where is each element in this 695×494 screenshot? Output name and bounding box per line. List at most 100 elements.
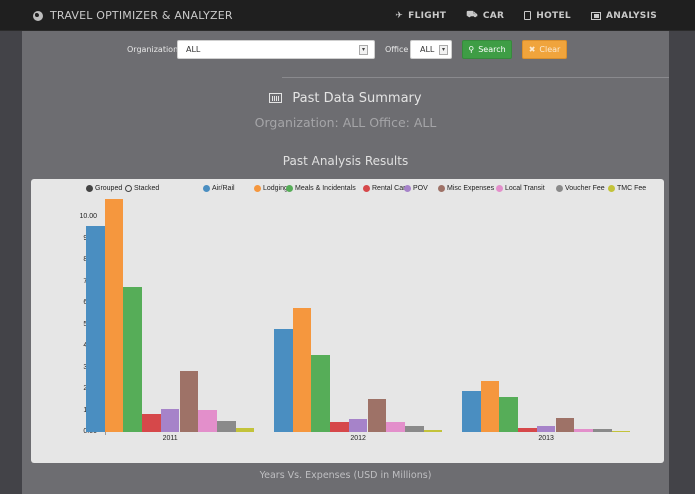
main-content: Organization ALL ▾ Office ALL ▾ ⚲ Search… [22,31,669,494]
organization-label: Organization [127,45,179,54]
nav-flight-label: FLIGHT [408,10,447,21]
plane-icon: ✈ [395,10,404,21]
search-icon: ⚲ [468,45,475,54]
legend-label: Voucher Fee [565,185,605,192]
bar[interactable] [292,307,312,432]
bar[interactable] [611,430,631,432]
y-tick-label: 10.00 [79,213,97,220]
building-icon [524,11,532,20]
bar[interactable] [274,329,293,432]
grouped-label: Grouped [95,185,123,192]
globe-icon [33,10,43,21]
bar[interactable] [123,287,143,432]
legend-dot-icon [286,185,293,192]
bar[interactable] [142,413,161,432]
legend-item[interactable]: Local Transit [496,185,545,192]
top-navbar: TRAVEL OPTIMIZER & ANALYZER ✈ FLIGHT ⛟ C… [0,0,695,31]
search-button[interactable]: ⚲ Search [462,40,512,59]
nav-car-label: CAR [482,10,505,21]
bar[interactable] [536,425,556,432]
office-value: ALL [420,45,435,54]
chart-icon [590,11,601,20]
bar[interactable] [367,399,387,432]
nav-hotel[interactable]: HOTEL [524,10,571,21]
bar[interactable] [499,396,519,432]
legend-item[interactable]: Meals & Incidentals [286,185,356,192]
bar[interactable] [386,421,405,432]
filter-bar: Organization ALL ▾ Office ALL ▾ ⚲ Search… [22,31,669,77]
bar[interactable] [179,370,199,432]
page-title-text: Past Data Summary [292,91,422,106]
chevron-down-icon: ▾ [439,45,448,55]
divider [282,77,669,78]
stacked-label: Stacked [134,185,160,192]
x-tick-label: 2011 [162,435,178,442]
main-nav: ✈ FLIGHT ⛟ CAR HOTEL ANALYSIS [395,10,657,21]
brand[interactable]: TRAVEL OPTIMIZER & ANALYZER [33,9,233,22]
bar-chart-icon [269,93,283,103]
legend-item[interactable]: Lodging [254,185,288,192]
bar[interactable] [348,419,368,432]
bar[interactable] [480,381,500,432]
legend-item[interactable]: Voucher Fee [556,185,605,192]
legend-dot-icon [496,185,503,192]
bar[interactable] [462,390,481,432]
chart-caption: Years Vs. Expenses (USD in Millions) [259,470,432,481]
bar[interactable] [574,428,593,432]
search-button-label: Search [478,45,506,54]
legend-label: Air/Rail [212,185,235,192]
grouped-toggle[interactable]: Grouped [86,185,122,192]
bar[interactable] [216,421,236,432]
legend-dot-icon [203,185,210,192]
bar-chart: Grouped Stacked Air/Rail Lodging Meals & I… [31,179,664,463]
car-icon: ⛟ [466,10,478,20]
x-tick-label: 2013 [538,435,554,442]
legend-dot-icon [556,185,563,192]
bar[interactable] [198,410,217,432]
legend-label: Local Transit [505,185,545,192]
legend-item[interactable]: TMC Fee [608,185,646,192]
organization-select[interactable]: ALL ▾ [177,40,375,59]
nav-analysis[interactable]: ANALYSIS [590,10,657,21]
legend-label: Misc Expenses [447,185,495,192]
legend-label: TMC Fee [617,185,647,192]
legend-item[interactable]: Air/Rail [203,185,235,192]
bar[interactable] [423,430,443,432]
bar[interactable] [518,427,537,432]
legend-label: POV [413,185,428,192]
chevron-down-icon: ▾ [359,45,368,55]
clear-button[interactable]: ✖ Clear [522,40,567,59]
bar[interactable] [592,428,612,432]
chart-legend: Grouped Stacked Air/Rail Lodging Meals & I… [31,185,664,197]
nav-flight[interactable]: ✈ FLIGHT [395,10,446,21]
legend-item[interactable]: Rental Car [363,185,405,192]
nav-hotel-label: HOTEL [536,10,571,21]
clear-button-label: Clear [539,45,561,54]
bar[interactable] [311,355,331,432]
legend-dot-icon [363,185,370,192]
legend-dot-icon [608,185,615,192]
bar[interactable] [555,418,575,432]
bar[interactable] [235,427,255,432]
close-icon: ✖ [528,45,536,54]
results-heading: Past Analysis Results [282,154,409,168]
page-title: Past Data Summary [22,91,669,106]
legend-dot-icon [438,185,445,192]
x-tick-label: 2012 [350,435,366,442]
bar[interactable] [160,408,180,432]
bar[interactable] [86,226,105,432]
radio-unselected-icon [125,185,132,192]
legend-item[interactable]: Misc Expenses [438,185,494,192]
nav-car[interactable]: ⛟ CAR [466,10,504,21]
legend-item[interactable]: POV [404,185,428,192]
bar[interactable] [104,198,124,432]
stacked-toggle[interactable]: Stacked [125,185,159,192]
office-select[interactable]: ALL ▾ [410,40,452,59]
filter-summary: Organization: ALL Office: ALL [254,115,437,130]
bar[interactable] [404,425,424,432]
office-label: Office [385,45,409,54]
legend-dot-icon [254,185,261,192]
legend-label: Rental Car [372,185,406,192]
legend-label: Meals & Incidentals [295,185,356,192]
bar[interactable] [330,421,349,432]
